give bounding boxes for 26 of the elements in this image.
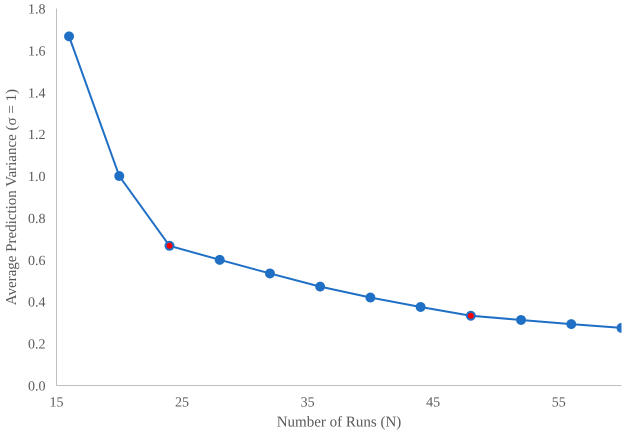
x-tick-label: 25 xyxy=(175,396,190,410)
y-tick-label: 1.4 xyxy=(28,86,46,102)
y-tick-label: 1.8 xyxy=(28,2,46,18)
point xyxy=(516,314,526,325)
point xyxy=(264,268,275,278)
point xyxy=(365,292,376,303)
x-tick-label: 15 xyxy=(50,396,64,410)
y-tick-label: 0.2 xyxy=(28,338,46,353)
y-axis-title: Average Prediction Variance (σ = 1) xyxy=(4,88,20,306)
y-tick-label: 0.8 xyxy=(28,212,46,227)
point xyxy=(315,282,326,292)
point xyxy=(416,302,426,312)
y-tick-label: 0.6 xyxy=(28,254,46,269)
y-tick-label: 1.0 xyxy=(28,170,46,186)
y-tick-label: 1.2 xyxy=(28,128,46,144)
x-tick-label: 45 xyxy=(426,396,440,410)
y-tick-label: 0.4 xyxy=(28,296,46,311)
x-tick-label: 55 xyxy=(552,396,566,410)
point xyxy=(214,254,225,265)
point xyxy=(64,31,74,42)
y-tick-label: 0.0 xyxy=(28,380,46,394)
x-axis-title: Number of Runs (N) xyxy=(276,414,402,430)
x-tick-label: 35 xyxy=(300,396,315,410)
point xyxy=(114,171,124,182)
y-tick-label: 1.6 xyxy=(28,44,46,60)
point xyxy=(566,319,576,330)
